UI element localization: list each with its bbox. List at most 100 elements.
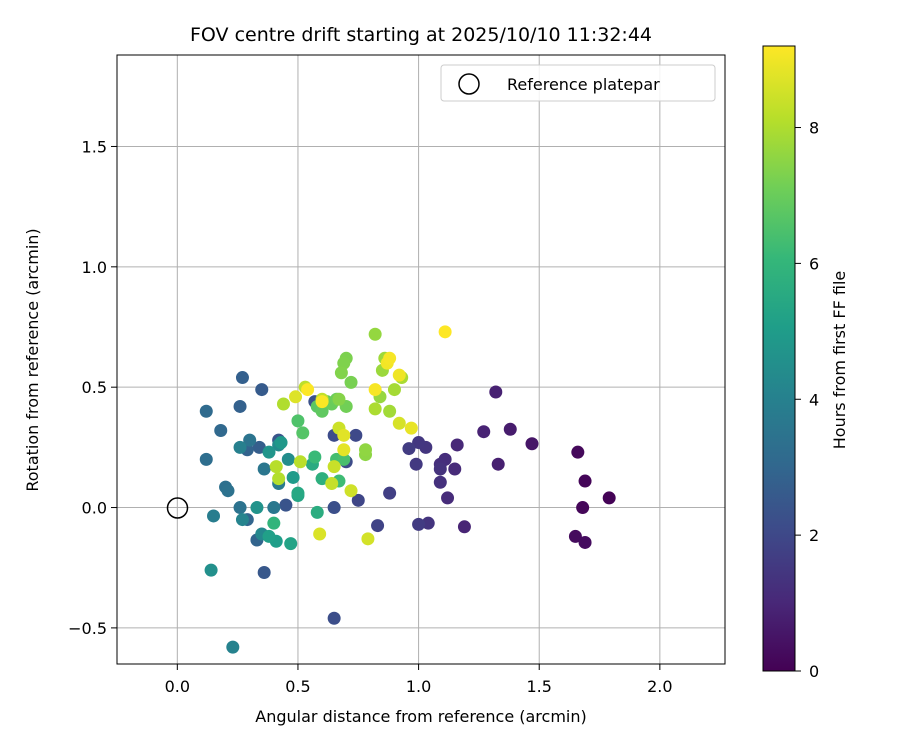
data-point	[315, 395, 329, 409]
data-point	[503, 422, 517, 436]
data-point	[243, 433, 257, 447]
data-point	[383, 404, 397, 418]
data-point	[214, 424, 228, 438]
data-point	[289, 390, 303, 404]
data-point	[450, 438, 464, 452]
data-point	[291, 414, 305, 428]
data-point	[308, 450, 322, 464]
colorbar-label: Hours from first FF file	[830, 271, 849, 450]
data-point	[281, 452, 295, 466]
y-tick-label: 1.0	[82, 258, 107, 277]
data-point	[371, 519, 385, 533]
data-point	[235, 371, 249, 385]
legend-marker-icon	[458, 73, 480, 95]
colorbar-tick-label: 6	[809, 254, 819, 273]
data-point	[421, 516, 435, 530]
chart-title: FOV centre drift starting at 2025/10/10 …	[190, 24, 652, 46]
data-point	[279, 498, 293, 512]
data-point	[207, 509, 221, 523]
y-tick-label: 0.5	[82, 378, 107, 397]
y-tick-label: −0.5	[68, 619, 107, 638]
y-axis-ticks: −0.5 0.0 0.5 1.0 1.5	[68, 137, 117, 638]
x-tick-label: 1.0	[406, 677, 431, 696]
data-point	[276, 397, 290, 411]
data-point	[578, 535, 592, 549]
x-tick-label: 2.0	[647, 677, 672, 696]
data-point	[402, 442, 416, 456]
data-point	[284, 537, 298, 551]
data-points	[199, 325, 616, 654]
data-point	[325, 476, 339, 490]
colorbar-tick-label: 2	[809, 526, 819, 545]
colorbar-tick-label: 4	[809, 390, 819, 409]
data-point	[477, 425, 491, 439]
data-point	[349, 428, 363, 442]
legend-box	[440, 64, 716, 102]
data-point	[221, 484, 235, 498]
data-point	[269, 460, 283, 474]
data-point	[296, 426, 310, 440]
data-point	[250, 501, 264, 515]
data-point	[257, 566, 271, 580]
data-point	[368, 383, 382, 397]
legend-entry-reference-platepar: Reference platepar	[507, 75, 660, 94]
data-point	[332, 392, 346, 406]
data-point	[368, 402, 382, 416]
data-point	[412, 436, 426, 450]
colorbar-tick-label: 0	[809, 662, 819, 681]
data-point	[489, 385, 503, 399]
data-point	[267, 516, 281, 530]
data-point	[262, 445, 276, 459]
data-point	[412, 517, 426, 531]
data-point	[291, 486, 305, 500]
data-point	[233, 399, 247, 413]
data-point	[602, 491, 616, 505]
data-point	[491, 457, 505, 471]
data-point	[315, 404, 329, 418]
data-point	[337, 452, 351, 466]
data-point	[327, 460, 341, 474]
data-point	[571, 445, 585, 459]
data-point	[409, 457, 423, 471]
y-tick-label: 0.0	[82, 499, 107, 518]
data-point	[404, 421, 418, 435]
data-point	[344, 484, 358, 498]
data-point	[441, 491, 455, 505]
data-point	[293, 455, 307, 469]
colorbar-gradient	[762, 45, 796, 672]
data-point	[438, 325, 452, 339]
data-point	[199, 404, 213, 418]
colorbar-ticks: 0 2 4 6 8	[795, 119, 819, 681]
data-point	[262, 529, 276, 543]
data-point	[267, 501, 281, 515]
reference-platepar-marker	[166, 497, 189, 519]
data-point	[578, 474, 592, 488]
data-point	[226, 640, 240, 654]
data-point	[337, 428, 351, 442]
data-point	[233, 440, 247, 454]
colorbar-tick-label: 8	[809, 119, 819, 138]
data-point	[204, 563, 218, 577]
data-point	[568, 529, 582, 543]
x-axis-label: Angular distance from reference (arcmin)	[255, 707, 586, 726]
data-point	[457, 520, 471, 534]
x-axis-ticks: 0.0 0.5 1.0 1.5 2.0	[165, 664, 673, 696]
x-tick-label: 0.5	[285, 677, 310, 696]
plot-frame	[116, 54, 726, 665]
data-point	[361, 532, 375, 546]
grid-lines	[117, 55, 725, 664]
data-point	[344, 375, 358, 389]
data-point	[337, 443, 351, 457]
colorbar: 0 2 4 6 8 Hours from first FF file	[762, 45, 849, 681]
data-point	[257, 462, 271, 476]
data-point	[351, 493, 365, 507]
data-point	[272, 472, 286, 486]
data-point	[576, 501, 590, 515]
data-point	[368, 327, 382, 341]
data-point	[310, 505, 324, 519]
data-point	[525, 437, 539, 451]
data-point	[359, 443, 373, 457]
data-point	[383, 351, 397, 365]
y-tick-label: 1.5	[82, 137, 107, 156]
